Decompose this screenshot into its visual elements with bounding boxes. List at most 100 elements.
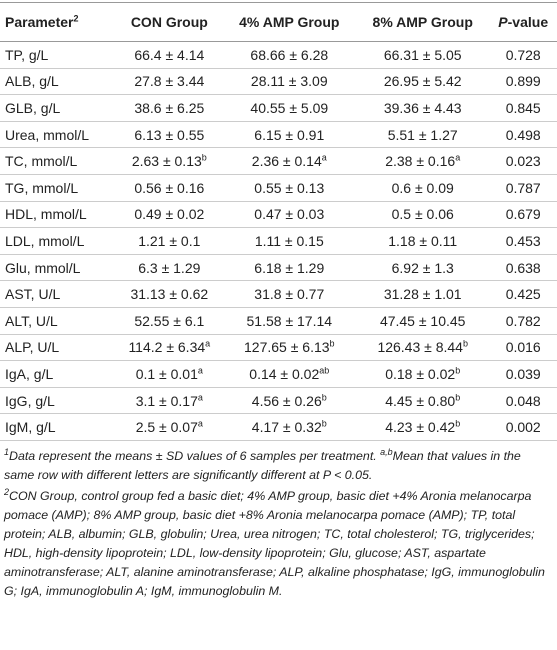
superscript: b	[455, 365, 461, 376]
table-cell: IgG, g/L	[0, 387, 117, 415]
cell-text: 126.43 ± 8.44	[377, 339, 463, 356]
table-cell: 51.58 ± 17.14	[222, 307, 356, 335]
table-cell: 40.55 ± 5.09	[222, 94, 356, 122]
table-cell: ALT, U/L	[0, 307, 117, 335]
table-cell: 0.47 ± 0.03	[222, 201, 356, 229]
table-row: LDL, mmol/L 1.21 ± 0.1 1.11 ± 0.15 1.18 ± 0…	[0, 227, 557, 255]
footnote-text: Data represent the means ± SD values of …	[9, 448, 381, 463]
table-row: GLB, g/L 38.6 ± 6.25 40.55 ± 5.09 39.36 ± 4…	[0, 94, 557, 122]
superscript: b	[329, 338, 335, 349]
table-cell: 0.49 ± 0.02	[116, 201, 223, 229]
italic-text: P	[498, 14, 508, 30]
table-cell: ALP, U/L	[0, 334, 117, 362]
column-header: Parameter2	[0, 2, 117, 42]
cell-text: Parameter	[5, 14, 74, 30]
table-cell: 0.016	[489, 334, 557, 362]
table-cell: 0.728	[489, 41, 557, 69]
cell-text: 0.1 ± 0.01	[135, 365, 198, 382]
table-cell: 2.38 ± 0.16a	[356, 147, 490, 175]
table-row: HDL, mmol/L 0.49 ± 0.02 0.47 ± 0.03 0.5 ± 0…	[0, 201, 557, 229]
cell-text: 0.14 ± 0.02	[249, 365, 320, 382]
cell-text: 0.18 ± 0.02	[385, 365, 456, 382]
table-cell: 68.66 ± 6.28	[222, 41, 356, 69]
superscript: a,b	[380, 446, 393, 457]
table-cell: IgM, g/L	[0, 413, 117, 441]
table-row: Glu, mmol/L 6.3 ± 1.29 6.18 ± 1.29 6.92 ± 1…	[0, 254, 557, 282]
data-table: Parameter2 CON Group 4% AMP Group 8% AMP Gr…	[0, 2, 557, 441]
table-cell: 0.453	[489, 227, 557, 255]
table-cell: 2.5 ± 0.07a	[116, 413, 223, 441]
superscript: b	[321, 418, 327, 429]
footnote-text: CON Group, control group fed a basic die…	[4, 488, 545, 598]
table-cell: 0.002	[489, 413, 557, 441]
table-cell: IgA, g/L	[0, 360, 117, 388]
table-cell: 31.13 ± 0.62	[116, 280, 223, 308]
table-cell: 0.782	[489, 307, 557, 335]
table-cell: 52.55 ± 6.1	[116, 307, 223, 335]
table-row: ALB, g/L 27.8 ± 3.44 28.11 ± 3.09 26.95 ± 5…	[0, 68, 557, 96]
table-cell: 5.51 ± 1.27	[356, 121, 490, 149]
table-cell: 0.679	[489, 201, 557, 229]
table-cell: 38.6 ± 6.25	[116, 94, 223, 122]
table-row: TC, mmol/L 2.63 ± 0.13b 2.36 ± 0.14a 2.38 ±…	[0, 147, 557, 175]
table-row: IgG, g/L 3.1 ± 0.17a 4.56 ± 0.26b 4.45 ± 0.…	[0, 387, 557, 415]
footnotes: 1Data represent the means ± SD values of…	[0, 441, 557, 601]
superscript: b	[455, 418, 461, 429]
table-cell: 127.65 ± 6.13b	[222, 334, 356, 362]
footnote-text: Mean that values in the same row with di…	[4, 448, 521, 482]
table-cell: 31.8 ± 0.77	[222, 280, 356, 308]
table-row: IgM, g/L 2.5 ± 0.07a 4.17 ± 0.32b 4.23 ± 0.…	[0, 413, 557, 441]
table-cell: 126.43 ± 8.44b	[356, 334, 490, 362]
cell-text: 4.45 ± 0.80	[385, 392, 456, 409]
table-cell: 0.845	[489, 94, 557, 122]
table-cell: 0.5 ± 0.06	[356, 201, 490, 229]
table-cell: ALB, g/L	[0, 68, 117, 96]
table-cell: 0.638	[489, 254, 557, 282]
table-cell: 1.18 ± 0.11	[356, 227, 490, 255]
superscript: b	[201, 152, 207, 163]
column-header: 4% AMP Group	[222, 2, 356, 42]
cell-text: 4.17 ± 0.32	[251, 419, 322, 436]
superscript: a	[197, 391, 203, 402]
cell-text: 3.1 ± 0.17	[135, 392, 198, 409]
cell-text: 2.5 ± 0.07	[135, 419, 198, 436]
table-body: TP, g/L 66.4 ± 4.14 68.66 ± 6.28 66.31 ± 5.…	[0, 41, 557, 441]
cell-text: 2.38 ± 0.16	[385, 153, 456, 170]
table-cell: 0.899	[489, 68, 557, 96]
superscript: ab	[319, 365, 330, 376]
table-cell: 0.55 ± 0.13	[222, 174, 356, 202]
table-cell: TP, g/L	[0, 41, 117, 69]
superscript: b	[462, 338, 468, 349]
table-cell: 0.048	[489, 387, 557, 415]
table-row: IgA, g/L 0.1 ± 0.01a 0.14 ± 0.02ab 0.18 ± 0…	[0, 360, 557, 388]
cell-text: 4.23 ± 0.42	[385, 419, 456, 436]
superscript: a	[197, 418, 203, 429]
footnote-marker: 1	[4, 446, 10, 457]
cell-text: 127.65 ± 6.13	[244, 339, 330, 356]
table-cell: 66.4 ± 4.14	[116, 41, 223, 69]
table-cell: 6.15 ± 0.91	[222, 121, 356, 149]
table-cell: 27.8 ± 3.44	[116, 68, 223, 96]
table-cell: 6.3 ± 1.29	[116, 254, 223, 282]
table-cell: 3.1 ± 0.17a	[116, 387, 223, 415]
table-cell: 39.36 ± 4.43	[356, 94, 490, 122]
table-cell: 26.95 ± 5.42	[356, 68, 490, 96]
superscript: a	[205, 338, 211, 349]
footnote: 1Data represent the means ± SD values of…	[4, 447, 553, 485]
table-row: ALT, U/L 52.55 ± 6.1 51.58 ± 17.14 47.45 ± …	[0, 307, 557, 335]
column-header: 8% AMP Group	[356, 2, 490, 42]
table-cell: 0.787	[489, 174, 557, 202]
cell-text: 4.56 ± 0.26	[251, 392, 322, 409]
column-header: CON Group	[116, 2, 223, 42]
superscript: b	[455, 391, 461, 402]
table-cell: 0.56 ± 0.16	[116, 174, 223, 202]
table-cell: 0.023	[489, 147, 557, 175]
footnote: 2CON Group, control group fed a basic di…	[4, 487, 553, 601]
table-cell: AST, U/L	[0, 280, 117, 308]
table-cell: 2.63 ± 0.13b	[116, 147, 223, 175]
cell-text: 2.63 ± 0.13	[131, 153, 202, 170]
table-cell: TC, mmol/L	[0, 147, 117, 175]
table-cell: 0.6 ± 0.09	[356, 174, 490, 202]
table-cell: 0.18 ± 0.02b	[356, 360, 490, 388]
